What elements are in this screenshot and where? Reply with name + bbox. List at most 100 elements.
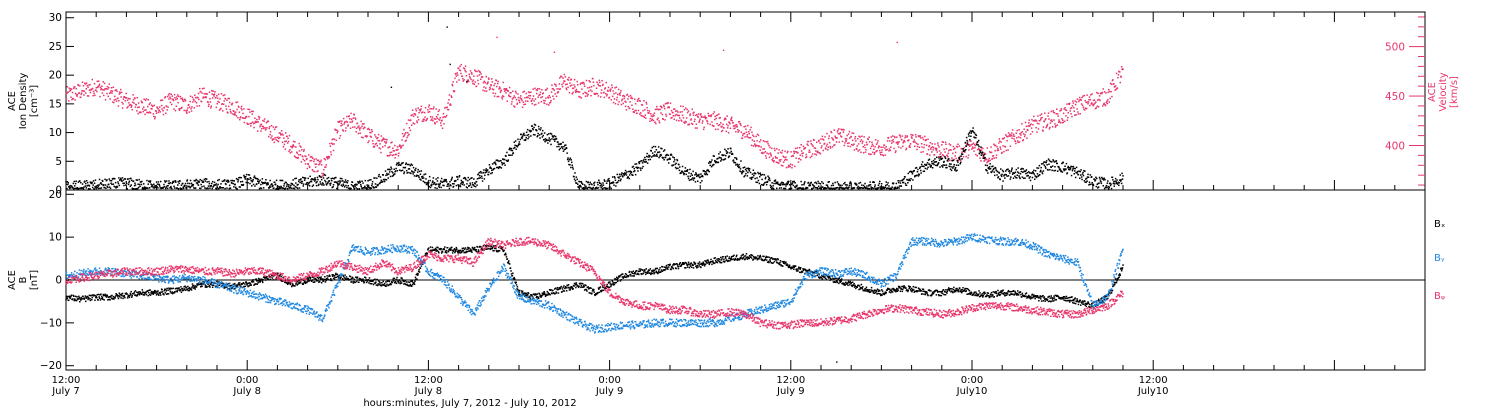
data-point xyxy=(699,114,702,116)
data-point xyxy=(567,160,570,163)
data-point xyxy=(719,151,721,153)
data-point xyxy=(93,92,95,95)
data-point xyxy=(810,181,812,184)
data-point xyxy=(108,86,110,89)
data-point xyxy=(207,283,209,285)
data-point xyxy=(118,292,121,294)
data-point xyxy=(362,136,364,139)
data-point xyxy=(962,148,964,150)
data-point xyxy=(338,183,340,185)
data-point xyxy=(352,117,355,119)
data-point xyxy=(209,286,211,288)
data-point xyxy=(369,187,372,189)
data-point xyxy=(150,107,152,110)
data-point xyxy=(975,134,978,136)
data-point xyxy=(403,172,405,175)
data-point xyxy=(1025,172,1027,175)
data-point xyxy=(809,151,811,153)
data-point xyxy=(809,183,811,185)
data-point xyxy=(698,173,700,176)
data-point xyxy=(104,293,106,296)
data-point xyxy=(958,156,961,159)
data-point xyxy=(413,171,415,173)
data-point xyxy=(135,179,138,181)
data-point xyxy=(1019,173,1022,175)
data-point xyxy=(140,111,142,114)
data-point xyxy=(109,179,111,182)
data-point xyxy=(471,73,473,75)
data-point xyxy=(565,88,568,91)
data-point xyxy=(172,180,174,183)
data-point xyxy=(311,178,313,180)
data-point xyxy=(908,144,911,147)
data-point xyxy=(256,177,258,180)
data-point xyxy=(380,179,383,182)
data-point xyxy=(313,160,315,163)
data-point xyxy=(348,118,351,120)
data-point xyxy=(597,183,599,186)
data-point xyxy=(1051,165,1054,167)
data-point xyxy=(878,145,881,148)
data-point xyxy=(163,293,165,296)
data-point xyxy=(418,112,420,114)
data-point xyxy=(402,162,404,164)
data-point xyxy=(256,118,258,121)
data-point xyxy=(541,132,543,135)
data-point xyxy=(231,182,233,184)
data-point xyxy=(617,88,620,91)
data-point xyxy=(617,103,619,106)
data-point xyxy=(162,113,165,116)
top-panel-frame xyxy=(65,11,1426,191)
data-point xyxy=(1103,177,1105,179)
data-point xyxy=(982,156,985,158)
data-point xyxy=(156,106,158,108)
data-point xyxy=(881,154,884,156)
data-point xyxy=(1112,182,1115,185)
data-point xyxy=(883,144,886,146)
data-point xyxy=(657,108,659,110)
data-point xyxy=(682,172,685,174)
data-point xyxy=(551,138,553,140)
data-point xyxy=(148,291,150,294)
data-point xyxy=(548,133,550,135)
bottom-panel-marks xyxy=(65,233,1124,363)
data-point xyxy=(73,87,75,90)
data-point xyxy=(965,143,968,146)
data-point xyxy=(608,96,611,99)
data-point xyxy=(216,280,218,283)
data-point xyxy=(960,155,962,157)
data-point xyxy=(79,85,81,87)
data-point xyxy=(921,136,924,139)
data-point xyxy=(1091,93,1093,95)
data-point xyxy=(136,187,138,190)
data-point xyxy=(566,158,569,161)
data-point xyxy=(903,177,905,180)
data-point xyxy=(595,186,598,189)
data-point xyxy=(538,94,540,96)
data-point xyxy=(162,110,164,112)
data-point xyxy=(286,187,289,190)
data-point xyxy=(611,182,613,184)
data-point xyxy=(502,95,504,97)
data-point xyxy=(641,115,643,117)
data-point xyxy=(917,143,919,145)
data-point xyxy=(715,117,717,120)
data-point xyxy=(605,95,608,97)
data-point xyxy=(173,108,175,110)
data-point xyxy=(462,181,464,183)
data-point xyxy=(1039,114,1041,116)
data-point xyxy=(630,171,633,174)
data-point xyxy=(891,142,893,144)
data-point xyxy=(772,157,774,159)
data-point xyxy=(580,82,582,84)
data-point xyxy=(772,185,774,187)
data-point xyxy=(805,187,807,190)
data-point xyxy=(117,297,120,300)
data-point xyxy=(137,187,139,190)
data-point xyxy=(904,136,906,139)
data-point xyxy=(695,114,697,117)
data-point xyxy=(1024,170,1027,172)
data-point xyxy=(168,98,170,100)
data-point xyxy=(296,151,298,153)
data-point xyxy=(300,180,303,183)
